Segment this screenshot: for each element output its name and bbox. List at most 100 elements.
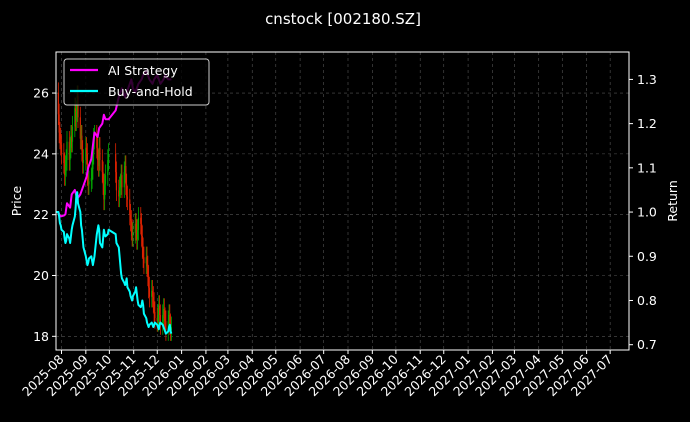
candle-body	[148, 287, 151, 297]
candle-body	[82, 150, 84, 163]
candle-body	[167, 321, 169, 331]
legend-label-buy-and-hold: Buy-and-Hold	[108, 84, 193, 99]
candle-body	[69, 147, 71, 160]
candle-body	[141, 235, 143, 249]
candle-body	[75, 108, 77, 121]
candle-body	[64, 166, 67, 176]
candle-body	[107, 159, 109, 176]
candle-body	[159, 315, 161, 325]
candle-body	[163, 308, 165, 319]
legend-box	[63, 58, 210, 106]
candle-body	[129, 214, 132, 221]
candle-body	[136, 229, 138, 240]
candle-body	[90, 178, 92, 182]
candle-body	[102, 172, 104, 185]
grid	[56, 52, 629, 350]
candle-body	[151, 290, 154, 297]
candle-body	[137, 229, 139, 240]
candle-body	[97, 159, 99, 167]
candle-body	[65, 159, 67, 167]
price-candles	[55, 82, 172, 341]
candle-body	[156, 318, 158, 322]
candle-body	[98, 147, 100, 167]
y-tick-label-left: 20	[33, 268, 49, 283]
candle-body	[92, 153, 94, 170]
candle-body	[158, 305, 160, 316]
y-tick-label-left: 26	[33, 86, 49, 101]
candle-body	[159, 305, 161, 316]
y-axis-left-title: Price	[9, 185, 24, 216]
x-axis: 2025-082025-092025-102025-112025-122026-…	[19, 350, 615, 399]
candle-body	[75, 111, 78, 121]
candle-body	[152, 296, 154, 303]
candle-body	[77, 96, 79, 118]
candle-body	[142, 248, 144, 258]
legend: AI Strategy Buy-and-Hold	[63, 58, 210, 106]
y-tick-label-right: 0.7	[637, 337, 657, 352]
candle-body	[118, 187, 121, 197]
candle-body	[135, 223, 137, 230]
candle-body	[170, 327, 172, 331]
candle-body	[85, 147, 87, 160]
candle-body	[70, 135, 72, 148]
candle-body	[88, 181, 90, 185]
candle-body	[97, 147, 99, 160]
candle-body	[81, 135, 83, 151]
candle-body	[63, 153, 65, 163]
candle-body	[58, 114, 60, 133]
y-tick-label-right: 0.8	[637, 293, 657, 308]
candle-body	[71, 135, 73, 142]
candle-body	[104, 184, 106, 200]
candle-body	[164, 318, 166, 322]
candle-body	[115, 172, 118, 191]
candle-body	[126, 196, 129, 200]
candle-body	[123, 172, 125, 188]
candle-body	[162, 315, 164, 325]
candle-body	[126, 184, 128, 197]
candle-body	[143, 257, 145, 264]
candle-body	[169, 315, 171, 325]
buy-and-hold-line	[56, 191, 173, 335]
candle-body	[86, 153, 88, 176]
y-tick-label-right: 1.1	[637, 160, 657, 175]
candle-body	[153, 302, 155, 312]
candle-body	[134, 223, 136, 233]
candle-body	[101, 159, 103, 173]
candle-body	[162, 308, 165, 316]
candle-body	[146, 257, 148, 267]
candle-body	[82, 159, 85, 163]
candle-body	[86, 147, 88, 154]
candle-body	[154, 311, 156, 319]
candle-body	[79, 117, 81, 139]
candle-body	[131, 229, 133, 236]
y-tick-label-right: 1.3	[637, 72, 657, 87]
candle-body	[130, 220, 132, 230]
y-axis-left: 18 20 22 24 26	[33, 86, 56, 344]
candle-body	[151, 290, 153, 297]
candle-body	[74, 108, 76, 127]
candle-body	[60, 138, 62, 145]
candle-body	[60, 144, 63, 154]
y-tick-label-left: 24	[33, 146, 49, 161]
y-tick-label-right: 0.9	[637, 249, 657, 264]
candle-body	[71, 126, 74, 142]
candle-body	[66, 141, 68, 160]
candle-body	[124, 166, 126, 173]
candle-body	[121, 175, 123, 188]
candle-body	[140, 223, 143, 236]
y-axis-right-title: Return	[665, 180, 680, 221]
candle-body	[165, 321, 167, 331]
candle-body	[99, 147, 101, 160]
candle-body	[168, 315, 170, 322]
candle-body	[148, 275, 150, 288]
candle-body	[119, 184, 121, 188]
y-axis-right: 0.7 0.8 0.9 1.0 1.1 1.2 1.3	[629, 72, 657, 352]
legend-label-ai-strategy: AI Strategy	[108, 63, 178, 78]
candle-body	[147, 266, 149, 276]
candle-body	[59, 132, 61, 139]
candle-body	[115, 153, 117, 173]
candle-body	[68, 141, 70, 160]
candle-body	[125, 166, 127, 185]
candle-body	[64, 162, 66, 176]
